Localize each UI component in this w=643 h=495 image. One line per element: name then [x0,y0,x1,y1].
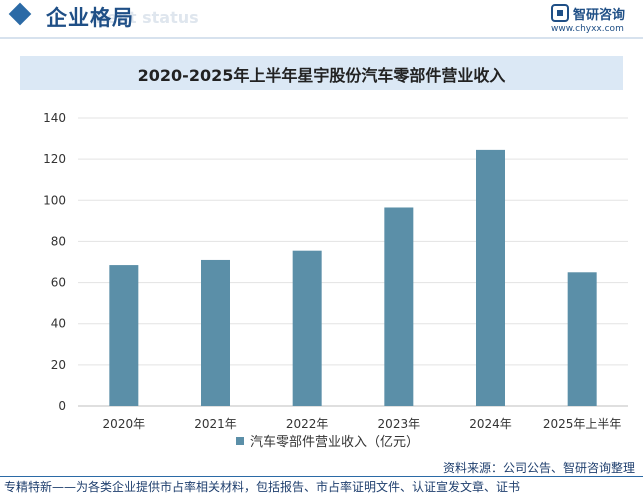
x-tick-label: 2025年上半年 [543,417,622,431]
logo-icon [551,4,569,22]
bar-chart: 0 20 40 60 80 100 120 140 2020年 2021年 2022年 2023年 20… [43,111,628,450]
x-tick-label: 2022年 [286,417,329,431]
footer-divider [0,476,643,477]
diamond-icon [8,2,32,26]
x-tick-label: 2023年 [378,417,421,431]
footer-source: 资料来源：公司公告、智研咨询整理 [442,461,635,475]
y-tick-label: 100 [43,193,66,207]
x-tick-label: 2024年 [469,417,512,431]
y-tick-label: 0 [58,399,66,413]
bar [201,259,230,406]
logo: 智研咨询 www.chyxx.com [551,3,633,35]
bar [292,250,322,406]
y-tick-label: 60 [51,276,66,290]
logo-url: www.chyxx.com [551,24,624,34]
y-tick-label: 20 [51,358,66,372]
footer-note: 专精特新——为各类企业提供市占率相关材料，包括报告、市占率证明文件、认证宣发文章… [4,480,521,494]
chart-title-band: 2020-2025年上半年星宇股份汽车零部件营业收入 [20,56,623,90]
y-tick-label: 120 [43,152,66,166]
y-tick-label: 80 [51,234,66,248]
bar [384,207,414,406]
chart-title: 2020-2025年上半年星宇股份汽车零部件营业收入 [137,66,506,85]
bar [109,265,139,406]
logo-name: 智研咨询 [573,8,626,23]
header: ment status 企业格局 智研咨询 www.chyxx.com [0,0,643,39]
y-tick-label: 40 [51,317,66,331]
header-divider [0,37,643,39]
x-tick-label: 2021年 [194,417,237,431]
section-subtitle: ment status [90,8,199,27]
bar [476,149,505,406]
section-title: 企业格局 [46,6,134,30]
legend-label: 汽车零部件营业收入（亿元） [250,434,419,450]
y-tick-label: 140 [43,111,66,125]
bar [567,272,597,406]
legend-swatch [236,437,244,445]
x-tick-label: 2020年 [103,417,146,431]
